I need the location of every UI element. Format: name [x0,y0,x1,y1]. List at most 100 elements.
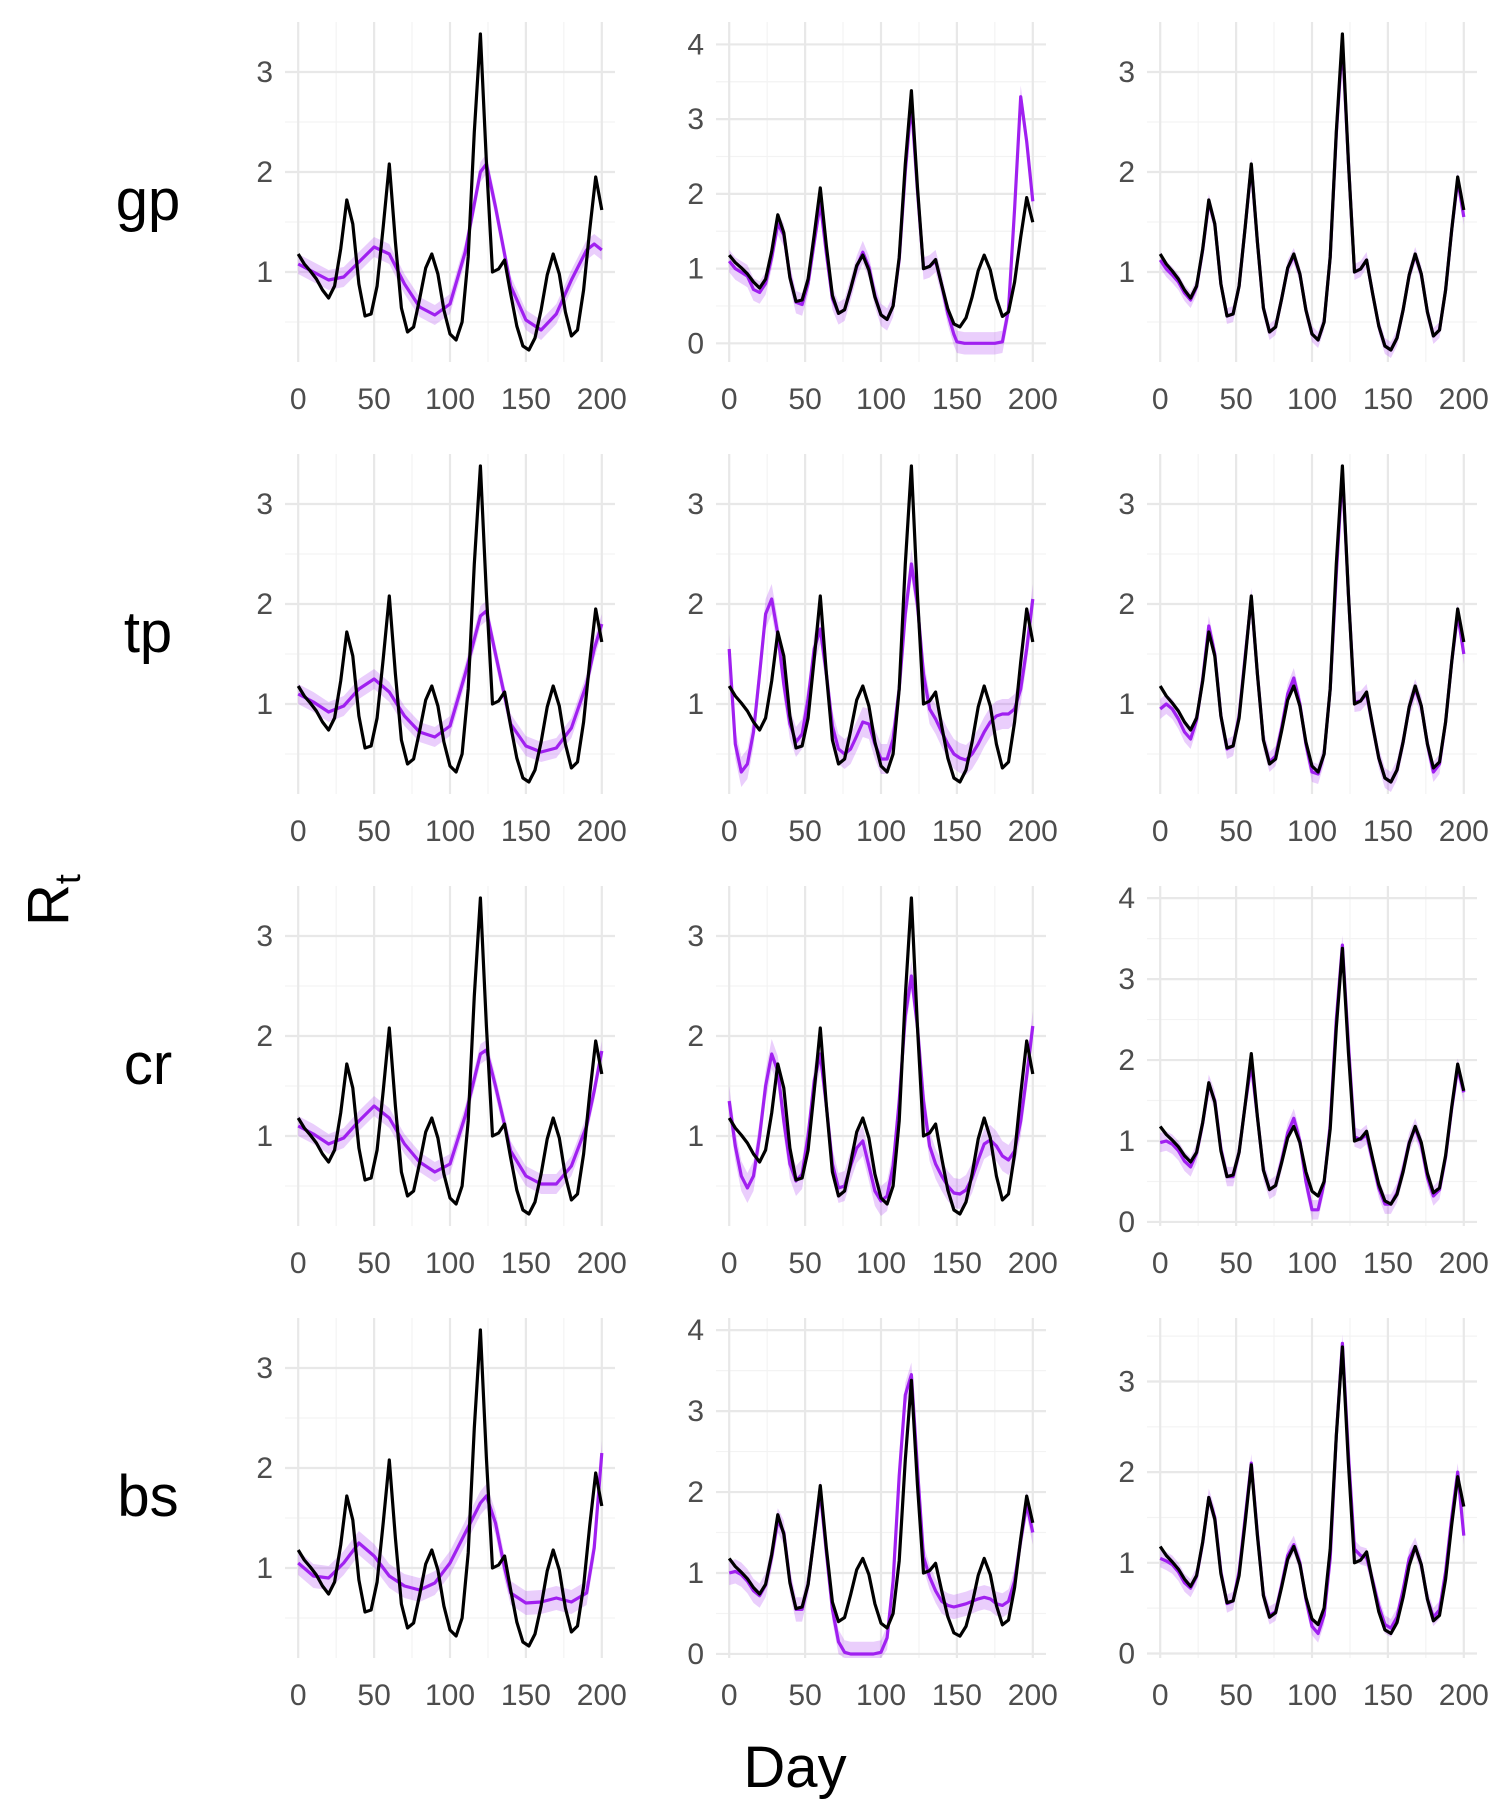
x-tick-label: 50 [1219,815,1252,848]
panel-gp-1: 1 2 3 0 50 100 150 200 [256,22,627,416]
y-tick-label: 3 [687,488,704,521]
x-tick-label: 50 [788,1247,821,1280]
y-tick-label: 1 [1118,1125,1135,1158]
estimate-line [297,1048,604,1186]
y-tick-label: 1 [256,688,273,721]
x-tick-label: 150 [932,1247,982,1280]
y-tick-label: 1 [687,1120,704,1153]
truth-line [727,1378,1035,1638]
panel-cr-3: 0 1 2 3 4 0 50 100 150 200 [1118,882,1489,1280]
x-tick-label: 100 [1287,815,1337,848]
x-tick-label: 50 [1219,1679,1252,1712]
y-tick-label: 2 [256,588,273,621]
x-tick-label: 200 [577,383,627,416]
truth-line [1158,946,1466,1206]
y-tick-label: 2 [1118,1044,1135,1077]
y-tick-label: 1 [687,688,704,721]
panel-tp-2: 1 2 3 0 50 100 150 200 [687,454,1058,848]
x-tick-label: 200 [1008,1247,1058,1280]
x-axis-label: Day [743,1735,846,1800]
y-tick-label: 3 [687,1395,704,1428]
estimate-line [297,162,603,332]
y-tick-label: 3 [256,488,273,521]
truth-line [727,464,1035,784]
truth-line [1158,464,1466,784]
y-tick-label: 2 [1118,156,1135,189]
truth-line [296,464,604,784]
x-tick-label: 150 [501,815,551,848]
x-tick-label: 200 [1008,383,1058,416]
y-tick-label: 2 [687,1476,704,1509]
y-tick-label: 2 [256,1452,273,1485]
x-tick-label: 0 [1152,383,1169,416]
x-tick-label: 100 [856,815,906,848]
x-tick-label: 100 [425,383,475,416]
x-tick-label: 100 [856,383,906,416]
x-tick-label: 100 [1287,1679,1337,1712]
x-tick-label: 150 [1363,1247,1413,1280]
panel-gp-3: 1 2 3 0 50 100 150 200 [1118,22,1489,416]
y-tick-label: 1 [1118,1547,1135,1580]
y-tick-label: 2 [1118,588,1135,621]
x-tick-label: 50 [357,815,390,848]
x-tick-label: 150 [1363,383,1413,416]
x-tick-label: 100 [425,1247,475,1280]
x-tick-label: 50 [1219,383,1252,416]
y-tick-label: 1 [687,253,704,286]
y-tick-label: 2 [256,1020,273,1053]
y-tick-label: 4 [687,28,704,61]
y-tick-label: 3 [256,1352,273,1385]
x-tick-label: 50 [357,383,390,416]
x-tick-label: 50 [788,1679,821,1712]
x-tick-label: 150 [1363,815,1413,848]
x-tick-label: 200 [577,815,627,848]
panel-gp-2: 0 1 2 3 4 0 50 100 150 200 [687,22,1058,416]
row-label-cr: cr [124,1032,172,1097]
x-tick-label: 100 [1287,1247,1337,1280]
x-tick-label: 100 [856,1679,906,1712]
y-tick-label: 1 [1118,688,1135,721]
x-tick-label: 50 [788,815,821,848]
y-axis-label-main: R [16,884,81,926]
y-tick-label: 0 [1118,1206,1135,1239]
x-tick-label: 200 [1439,1679,1489,1712]
x-tick-label: 150 [501,1679,551,1712]
truth-line [1158,32,1466,352]
y-tick-label: 2 [256,156,273,189]
truth-line [296,896,604,1216]
y-tick-label: 0 [1118,1637,1135,1670]
truth-line [727,896,1035,1216]
x-tick-label: 150 [932,1679,982,1712]
x-tick-label: 100 [425,1679,475,1712]
estimate-line [727,562,1035,774]
row-label-tp: tp [124,600,172,665]
panel-bs-1: 1 2 3 0 50 100 150 200 [256,1318,627,1712]
panel-bs-3: 0 1 2 3 0 50 100 150 200 [1118,1318,1489,1712]
y-tick-label: 4 [1118,882,1135,915]
y-tick-label: 3 [1118,1365,1135,1398]
x-tick-label: 0 [721,815,738,848]
y-tick-label: 3 [1118,488,1135,521]
panel-cr-1: 1 2 3 0 50 100 150 200 [256,886,627,1280]
x-tick-label: 0 [290,383,307,416]
y-tick-label: 1 [1118,256,1135,289]
y-tick-label: 2 [1118,1456,1135,1489]
x-tick-label: 0 [290,1247,307,1280]
y-tick-label: 1 [256,1552,273,1585]
y-tick-label: 2 [687,1020,704,1053]
estimate-credible-band [1160,1334,1464,1643]
x-tick-label: 150 [501,383,551,416]
row-label-bs: bs [117,1464,178,1529]
x-tick-label: 0 [290,815,307,848]
panel-bs-2: 0 1 2 3 4 0 50 100 150 200 [687,1314,1058,1712]
x-tick-label: 50 [357,1247,390,1280]
y-tick-label: 1 [687,1557,704,1590]
y-tick-label: 4 [687,1314,704,1347]
x-tick-label: 50 [357,1679,390,1712]
y-tick-label: 3 [687,920,704,953]
x-tick-label: 150 [1363,1679,1413,1712]
y-tick-label: 2 [687,178,704,211]
x-tick-label: 0 [1152,1679,1169,1712]
row-label-gp: gp [116,168,181,233]
